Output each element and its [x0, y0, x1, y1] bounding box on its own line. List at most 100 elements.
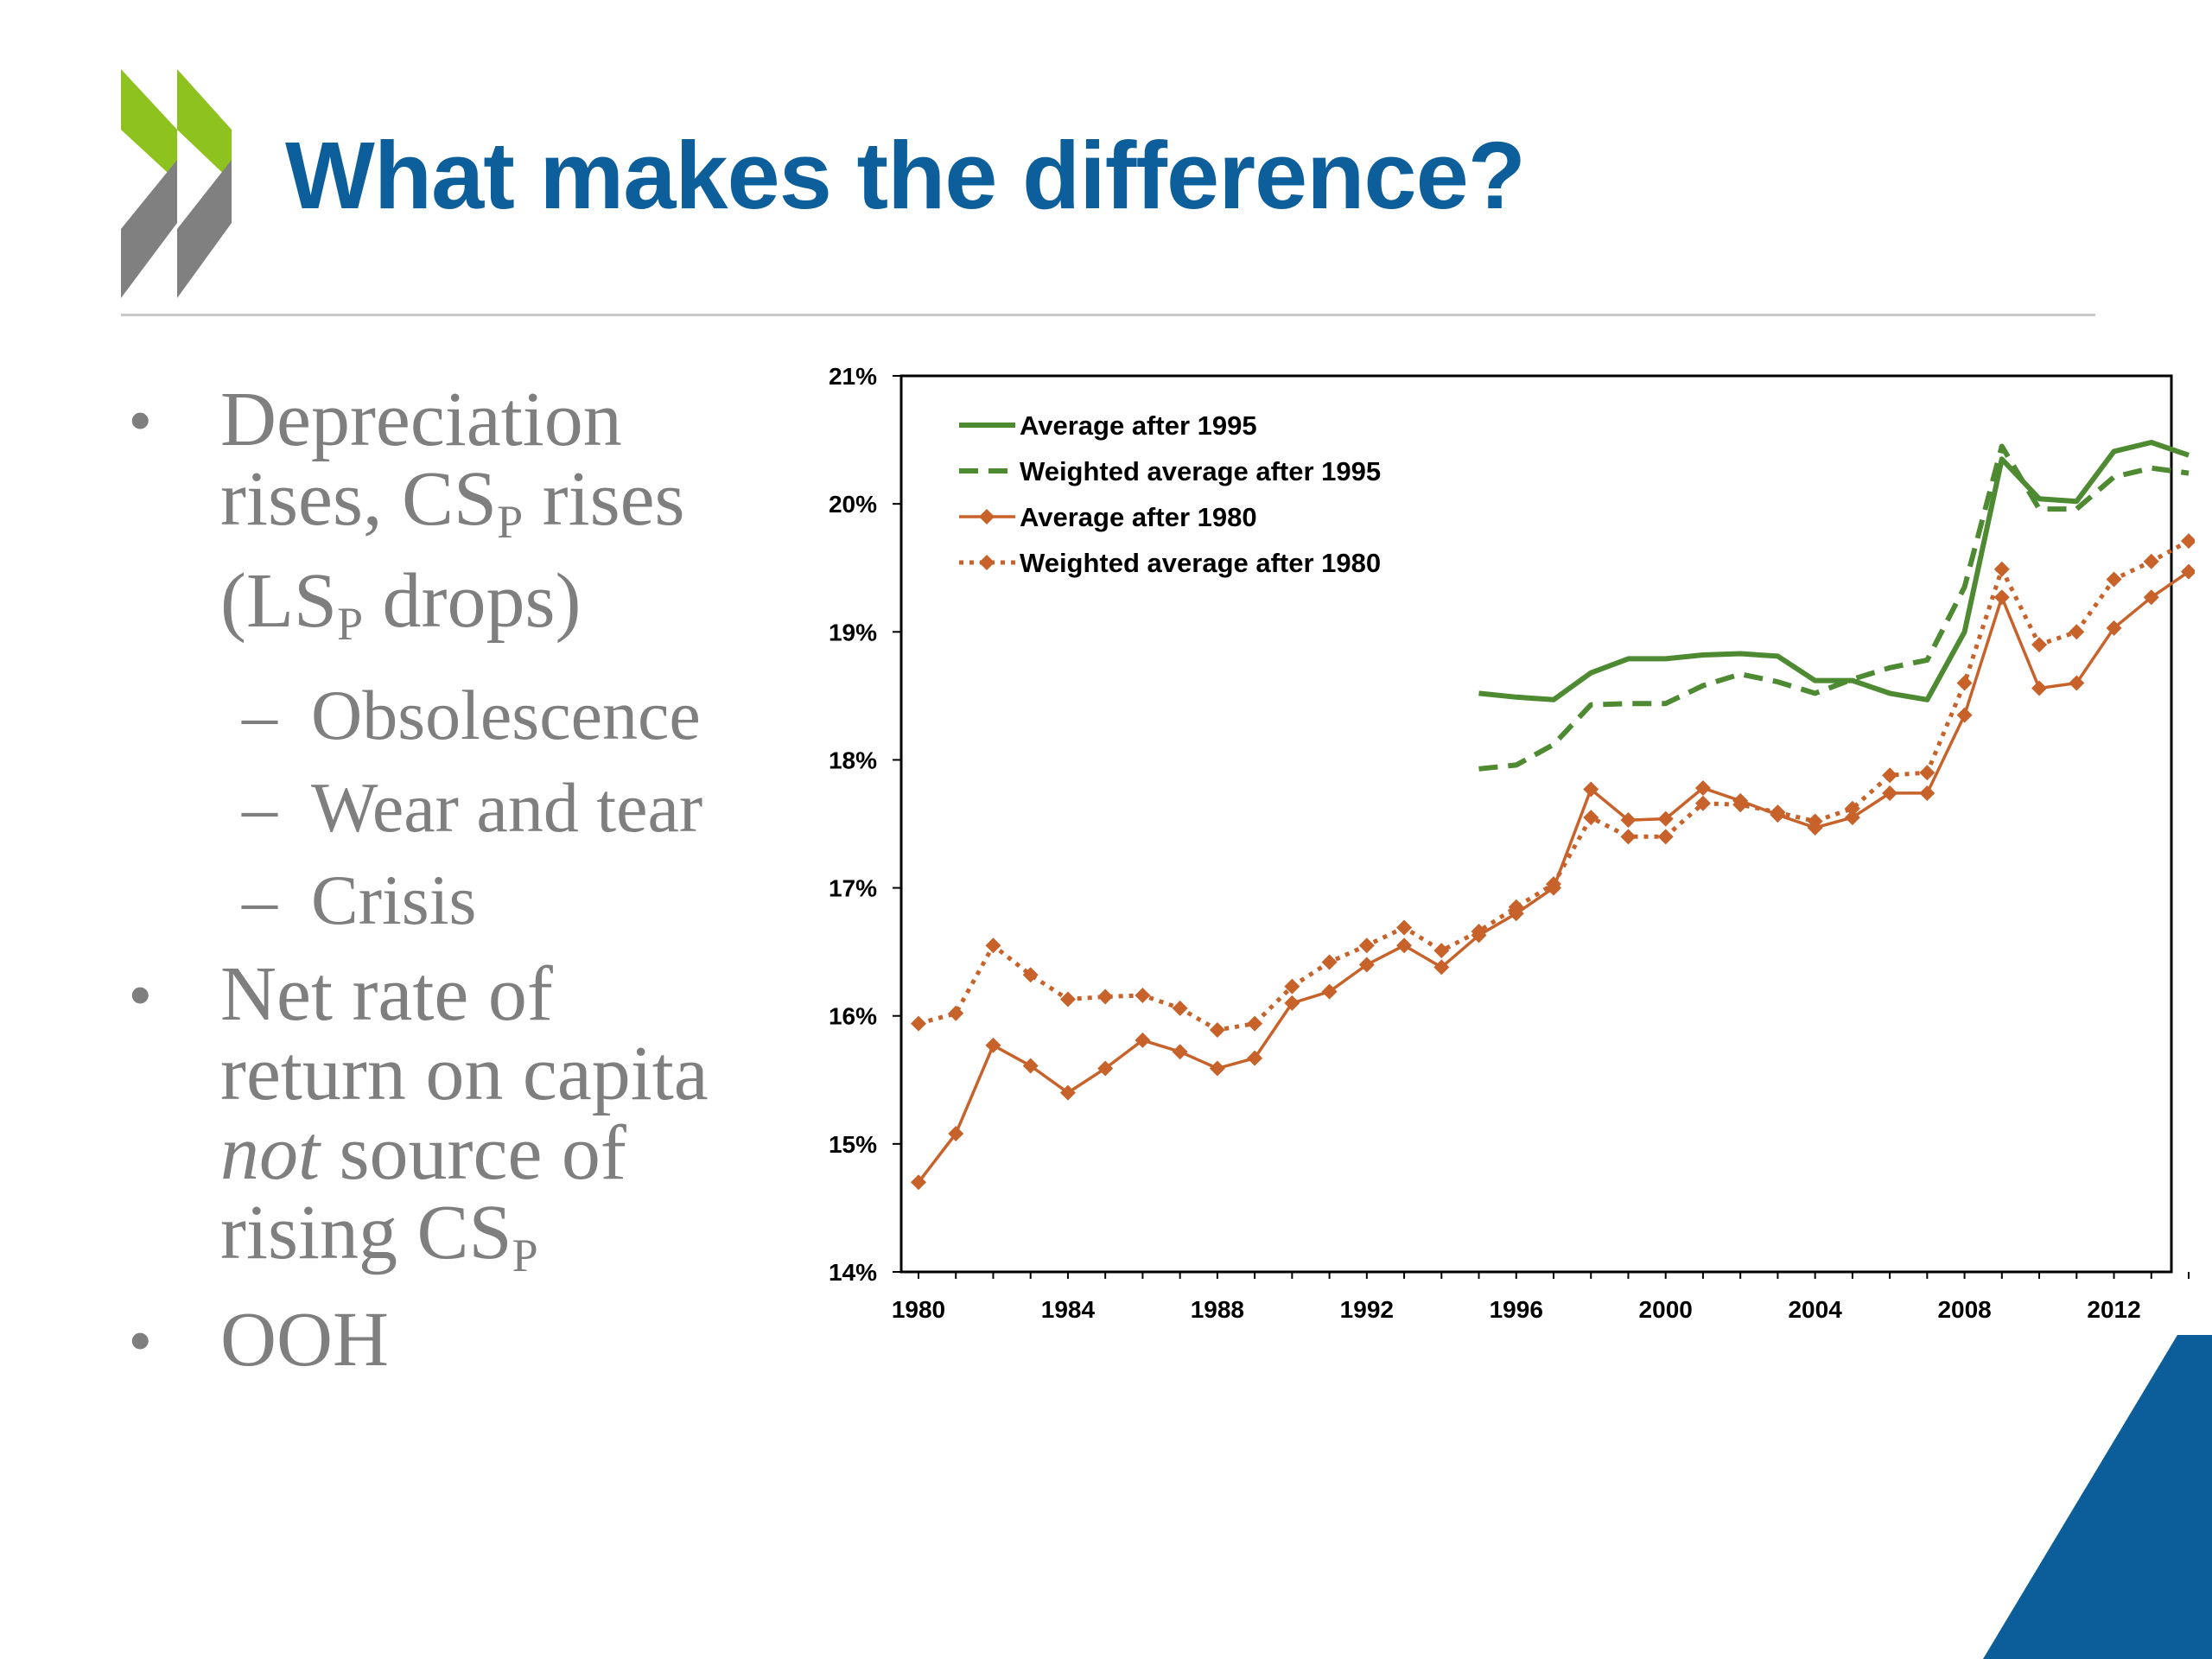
series-3-point	[2143, 589, 2159, 606]
y-tick-label: 15%	[829, 1131, 877, 1158]
series-3-point	[1919, 785, 1936, 801]
sub-bullet-obsolescence: – Obsolescence	[130, 669, 812, 761]
series-3-point	[1358, 957, 1375, 973]
bullet-list: • Depreciation rises, CSP rises (LSP dro…	[130, 380, 812, 1385]
series-3-point	[1433, 959, 1450, 976]
y-tick-label: 21%	[829, 363, 877, 390]
dash: –	[242, 861, 277, 940]
series-4-point	[1097, 988, 1114, 1005]
series-4-point	[1546, 876, 1561, 893]
bullet-dot: •	[130, 386, 151, 454]
series-4-point	[1732, 797, 1749, 813]
bullet-1-line-1: Depreciation	[220, 377, 622, 462]
sub-bullet-wear: – Wear and tear	[130, 761, 812, 854]
bullet-2-emphasis: not	[220, 1110, 321, 1197]
series-4-point	[2143, 553, 2159, 569]
series-4-point	[2106, 571, 2122, 588]
logo-chevron-green-2	[177, 69, 232, 181]
series-4-point	[1059, 991, 1076, 1007]
logo-chevron-gray-2	[177, 160, 232, 298]
series-4-point	[1583, 810, 1599, 826]
bullet-2-line-1: Net rate of	[220, 951, 553, 1038]
series-3-point	[948, 1126, 964, 1142]
line-chart: 14% 15% 16% 17% 18% 19% 20% 21% 1980 1984 1988 1992…	[829, 363, 2195, 1323]
sub-bullet-text: Crisis	[311, 861, 477, 940]
bullet-depreciation: • Depreciation rises, CSP rises (LSP dro…	[130, 380, 812, 664]
bullet-net-rate: • Net rate of return on capita not sourc…	[130, 955, 812, 1295]
legend-label-2: Weighted average after 1995	[1020, 456, 1381, 486]
series-3-point	[2069, 675, 2085, 691]
bullet-dot: •	[130, 961, 151, 1029]
plot-frame	[899, 374, 2173, 1274]
legend-label-4: Weighted average after 1980	[1020, 548, 1381, 578]
sub-bullet-text: Wear and tear	[311, 768, 703, 848]
corner-blue-triangle	[1983, 1335, 2212, 1659]
legend-marker-3	[979, 509, 995, 524]
series-3-point	[1396, 938, 1413, 954]
series-4-point	[1956, 675, 1973, 691]
series-3-point	[1882, 785, 1898, 801]
page-title: What makes the difference?	[285, 123, 1526, 229]
series-4-point	[1284, 978, 1300, 995]
series-4-point	[1172, 1000, 1188, 1016]
y-tick-label: 20%	[829, 491, 877, 518]
bullet-2-line-3: source of	[320, 1110, 626, 1197]
series-4-point	[2069, 624, 2085, 640]
series-3-point	[1321, 983, 1338, 1000]
x-tick-label: 1992	[1340, 1296, 1394, 1323]
series-3-point	[1172, 1044, 1188, 1060]
series-3-point	[1620, 812, 1637, 829]
series-4-point	[1433, 943, 1450, 959]
series-4-point	[1396, 919, 1413, 936]
bullet-1-subscript-1: P	[497, 496, 524, 549]
bullet-2-line-4: rising CS	[220, 1190, 512, 1276]
bullet-2-line-2: return on capita	[220, 1031, 709, 1117]
series-3-point	[1583, 781, 1599, 798]
legend-label-3: Average after 1980	[1020, 502, 1257, 532]
series-4-point	[1508, 899, 1524, 915]
bullet-3-text: OOH	[220, 1297, 389, 1383]
y-tick-label: 14%	[829, 1259, 877, 1286]
legend-marker-4	[979, 555, 995, 570]
series-3-point	[2106, 620, 2122, 636]
series-3-point	[1097, 1060, 1114, 1077]
dash: –	[242, 676, 277, 755]
logo-chevron-gray-1	[121, 160, 177, 298]
series-4-point	[1321, 954, 1338, 970]
title-divider	[121, 314, 2095, 316]
series-4-point	[1694, 795, 1711, 811]
series-line-2	[1478, 443, 2190, 772]
series-4-point	[985, 938, 1001, 954]
x-tick-label: 1988	[1191, 1296, 1244, 1323]
series-3-point	[1694, 780, 1711, 797]
series-4-point	[2181, 533, 2195, 550]
series-4-point	[1993, 561, 2010, 577]
x-tick-label: 1996	[1490, 1296, 1543, 1323]
series-4-point	[2031, 637, 2048, 653]
legend-label-1: Average after 1995	[1020, 410, 1257, 441]
series-4-point	[1471, 923, 1487, 939]
oecd-logo	[121, 69, 232, 298]
series-3-point	[1135, 1032, 1151, 1048]
series-4-point	[911, 1015, 926, 1032]
bullet-1-line-3b: drops)	[363, 558, 582, 645]
series-line-1	[1478, 440, 2190, 702]
series-4-point	[1844, 800, 1860, 817]
series-4-point	[1135, 988, 1151, 1004]
y-tick-label: 17%	[829, 875, 877, 902]
logo-chevron-green-1	[121, 69, 177, 181]
series-4-point	[1882, 767, 1898, 784]
series-3-point	[1844, 810, 1860, 826]
series-3-point	[911, 1174, 926, 1191]
series-3-point	[1022, 1058, 1039, 1074]
bullet-1-line-2a: rises, CS	[220, 456, 498, 542]
series-4-point	[948, 1005, 964, 1021]
series-3-point	[2181, 563, 2195, 580]
series-3-point	[1209, 1060, 1225, 1077]
bullet-dot: •	[130, 1306, 151, 1375]
series-4-point	[1807, 813, 1823, 830]
series-3-point	[1657, 810, 1674, 827]
x-tick-label: 1980	[892, 1296, 945, 1323]
bullet-1-subscript-2: P	[337, 598, 364, 651]
y-tick-label: 16%	[829, 1003, 877, 1030]
